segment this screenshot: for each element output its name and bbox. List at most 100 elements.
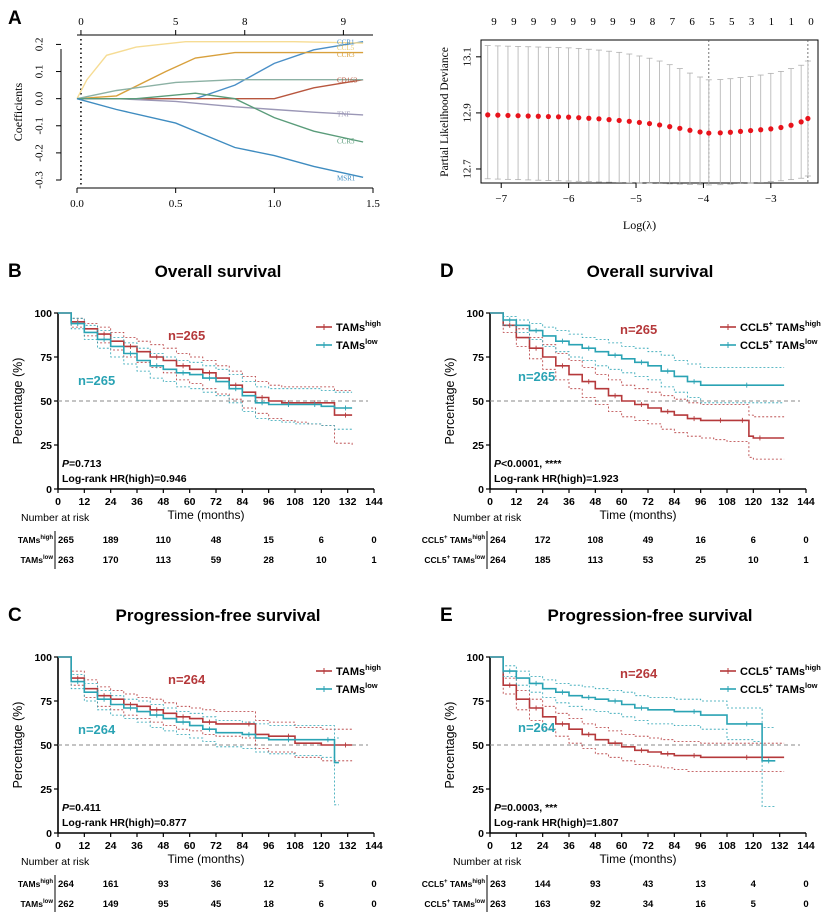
ci-upper-low bbox=[58, 656, 339, 739]
legend-group: CCL5 bbox=[740, 666, 769, 678]
risk-plus: + bbox=[444, 535, 448, 541]
y-tick-label: 50 bbox=[40, 396, 52, 408]
n-label-low: n=264 bbox=[518, 720, 556, 735]
risk-count: 92 bbox=[590, 899, 601, 910]
p-prefix: P bbox=[494, 458, 502, 470]
deviance-point bbox=[748, 127, 754, 134]
deviance-point bbox=[515, 113, 521, 119]
top-count-label: 0 bbox=[808, 16, 814, 28]
risk-count: 53 bbox=[643, 555, 654, 566]
risk-row-label-low: TAMslow bbox=[20, 899, 53, 909]
deviance-point bbox=[768, 126, 774, 132]
y-tick-label: 50 bbox=[40, 740, 52, 752]
legend-label-low: CCL5+ TAMslow bbox=[740, 337, 818, 352]
risk-count: 59 bbox=[211, 555, 222, 566]
p-value-text: P<0.0001, **** bbox=[494, 458, 562, 470]
x-tick-label: 0.0 bbox=[70, 198, 84, 210]
p-value: =0.411 bbox=[69, 802, 101, 814]
x-tick-label: 120 bbox=[313, 840, 331, 852]
ci-upper-high bbox=[490, 656, 785, 744]
x-tick-label: 0.5 bbox=[169, 198, 183, 210]
legend-plus: + bbox=[769, 683, 773, 690]
y-tick-label: 100 bbox=[34, 308, 52, 320]
risk-count: 0 bbox=[803, 535, 808, 546]
risk-group: TAMs bbox=[20, 899, 43, 909]
x-tick-label: 1.0 bbox=[267, 198, 281, 210]
top-count-label: 9 bbox=[531, 16, 537, 28]
x-tick-label: 24 bbox=[105, 840, 117, 852]
risk-count: 185 bbox=[535, 555, 552, 566]
x-tick-label: 12 bbox=[510, 840, 522, 852]
y-tick-label: 0.0 bbox=[34, 91, 46, 105]
risk-sup: high bbox=[472, 535, 485, 541]
risk-count: 16 bbox=[695, 899, 706, 910]
p-value-text: P=0.411 bbox=[62, 802, 101, 814]
x-tick-label: −4 bbox=[698, 193, 710, 205]
legend-group: TAMs bbox=[336, 322, 365, 334]
coef-path-ccr3 bbox=[76, 51, 364, 100]
deviance-point bbox=[667, 124, 673, 130]
deviance-point bbox=[706, 130, 712, 136]
risk-count: 265 bbox=[58, 535, 75, 546]
risk-plus: + bbox=[447, 555, 451, 561]
coef-label: CCL5 bbox=[337, 44, 355, 52]
x-tick-label: 36 bbox=[563, 840, 575, 852]
risk-group: CCL5 bbox=[424, 555, 446, 565]
x-tick-label: 12 bbox=[78, 496, 90, 508]
x-tick-label: 120 bbox=[745, 496, 763, 508]
risk-count: 1 bbox=[803, 555, 809, 566]
panel-letter-A: A bbox=[8, 8, 22, 29]
x-tick-label: 96 bbox=[263, 496, 275, 508]
x-tick-label: 60 bbox=[184, 840, 196, 852]
risk-count: 161 bbox=[103, 879, 120, 890]
legend-label-low: TAMslow bbox=[336, 337, 378, 352]
y-axis-label: Percentage (%) bbox=[443, 702, 457, 789]
top-count-label: 3 bbox=[749, 16, 755, 28]
risk-row-label-high: CCL5+ TAMshigh bbox=[422, 879, 486, 889]
risk-table-header: Number at risk bbox=[21, 512, 90, 524]
x-tick-label: 0 bbox=[487, 840, 493, 852]
risk-count: 263 bbox=[490, 899, 506, 910]
lasso-coefficient-chart: 0.0 0.5 1.0 1.5 -0.3 -0.2 -0.1 0.0 0.1 0.2 0 5 8 9 Coe… bbox=[11, 16, 380, 210]
coef-label: CCR3 bbox=[337, 51, 355, 59]
p-value-text: P=0.713 bbox=[62, 458, 102, 470]
risk-count: 0 bbox=[803, 879, 808, 890]
risk-count: 264 bbox=[490, 535, 507, 546]
risk-count: 95 bbox=[158, 899, 169, 910]
deviance-point bbox=[525, 113, 531, 119]
x-tick-label: 36 bbox=[563, 496, 575, 508]
risk-count: 10 bbox=[748, 555, 759, 566]
x-tick-label: 12 bbox=[78, 840, 90, 852]
deviance-point bbox=[788, 122, 794, 128]
x-tick-label: 24 bbox=[105, 496, 117, 508]
risk-count: 113 bbox=[156, 555, 171, 566]
risk-count: 1 bbox=[371, 555, 377, 566]
x-tick-label: 1.5 bbox=[366, 198, 380, 210]
x-tick-label: −3 bbox=[765, 193, 777, 205]
risk-sup: low bbox=[475, 555, 485, 561]
risk-count: 49 bbox=[643, 535, 654, 546]
n-label-low: n=265 bbox=[518, 369, 555, 384]
y-axis-label: Percentage (%) bbox=[11, 702, 25, 789]
n-label-high: n=265 bbox=[168, 328, 205, 343]
legend-label-low: CCL5+ TAMslow bbox=[740, 681, 818, 696]
legend-sup: low bbox=[805, 681, 818, 690]
risk-count: 13 bbox=[695, 879, 706, 890]
p-value-text: P=0.0003, *** bbox=[494, 802, 558, 814]
legend-plus: + bbox=[769, 339, 773, 346]
top-count-label: 9 bbox=[511, 16, 517, 28]
top-tick-label: 0 bbox=[78, 16, 84, 28]
risk-sup: low bbox=[475, 899, 485, 905]
n-label-high: n=264 bbox=[168, 672, 206, 687]
legend-label-high: TAMshigh bbox=[336, 319, 381, 334]
risk-cell: TAMs bbox=[450, 555, 475, 565]
risk-cell: TAMs bbox=[447, 879, 472, 889]
risk-group: TAMs bbox=[20, 555, 43, 565]
risk-plus: + bbox=[447, 899, 451, 905]
deviance-point bbox=[566, 114, 572, 120]
deviance-point bbox=[727, 129, 733, 135]
y-tick-label: 0.2 bbox=[34, 38, 46, 52]
risk-group: TAMs bbox=[18, 879, 41, 889]
ci-lower-low bbox=[58, 656, 339, 806]
